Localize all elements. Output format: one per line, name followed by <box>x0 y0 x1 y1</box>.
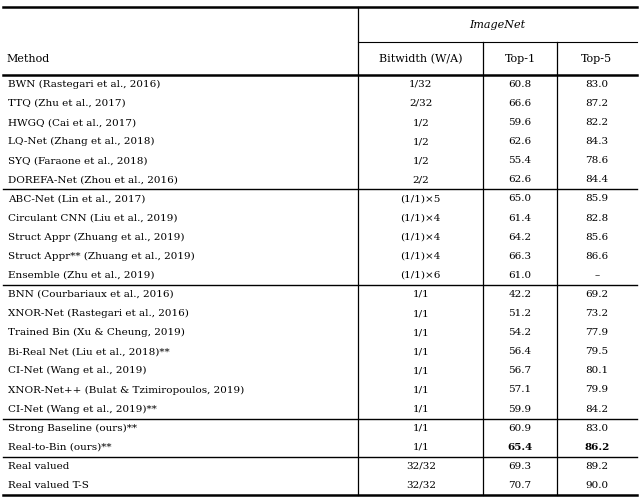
Text: (1/1)×4: (1/1)×4 <box>401 233 441 242</box>
Text: 84.2: 84.2 <box>585 405 609 414</box>
Text: 82.2: 82.2 <box>585 118 609 127</box>
Text: 51.2: 51.2 <box>508 309 532 318</box>
Text: 85.9: 85.9 <box>585 195 609 204</box>
Text: 79.5: 79.5 <box>585 347 609 356</box>
Text: 80.1: 80.1 <box>585 366 609 375</box>
Text: 86.6: 86.6 <box>585 252 609 261</box>
Text: 59.9: 59.9 <box>508 405 532 414</box>
Text: 78.6: 78.6 <box>585 156 609 165</box>
Text: 1/1: 1/1 <box>412 309 429 318</box>
Text: LQ-Net (Zhang et al., 2018): LQ-Net (Zhang et al., 2018) <box>8 137 155 146</box>
Text: Real valued T-S: Real valued T-S <box>8 481 89 490</box>
Text: XNOR-Net (Rastegari et al., 2016): XNOR-Net (Rastegari et al., 2016) <box>8 309 189 318</box>
Text: ImageNet: ImageNet <box>470 20 525 30</box>
Text: Strong Baseline (ours)**: Strong Baseline (ours)** <box>8 424 138 433</box>
Text: 1/1: 1/1 <box>412 328 429 337</box>
Text: 64.2: 64.2 <box>508 233 532 242</box>
Text: 56.7: 56.7 <box>508 366 532 375</box>
Text: 62.6: 62.6 <box>508 175 532 185</box>
Text: 65.4: 65.4 <box>508 443 532 452</box>
Text: 1/1: 1/1 <box>412 385 429 395</box>
Text: 86.2: 86.2 <box>584 443 609 452</box>
Text: 60.8: 60.8 <box>508 80 532 89</box>
Text: 56.4: 56.4 <box>508 347 532 356</box>
Text: Real valued: Real valued <box>8 462 70 471</box>
Text: 84.4: 84.4 <box>585 175 609 185</box>
Text: Bi-Real Net (Liu et al., 2018)**: Bi-Real Net (Liu et al., 2018)** <box>8 347 170 356</box>
Text: 60.9: 60.9 <box>508 424 532 433</box>
Text: 32/32: 32/32 <box>406 462 436 471</box>
Text: 59.6: 59.6 <box>508 118 532 127</box>
Text: 70.7: 70.7 <box>508 481 532 490</box>
Text: (1/1)×4: (1/1)×4 <box>401 214 441 223</box>
Text: Struct Appr** (Zhuang et al., 2019): Struct Appr** (Zhuang et al., 2019) <box>8 251 195 261</box>
Text: 82.8: 82.8 <box>585 214 609 223</box>
Text: 1/1: 1/1 <box>412 366 429 375</box>
Text: BNN (Courbariaux et al., 2016): BNN (Courbariaux et al., 2016) <box>8 290 174 299</box>
Text: (1/1)×4: (1/1)×4 <box>401 252 441 261</box>
Text: 65.0: 65.0 <box>508 195 532 204</box>
Text: DOREFA-Net (Zhou et al., 2016): DOREFA-Net (Zhou et al., 2016) <box>8 175 178 185</box>
Text: Ensemble (Zhu et al., 2019): Ensemble (Zhu et al., 2019) <box>8 271 155 280</box>
Text: 1/1: 1/1 <box>412 443 429 452</box>
Text: SYQ (Faraone et al., 2018): SYQ (Faraone et al., 2018) <box>8 156 148 165</box>
Text: 87.2: 87.2 <box>585 99 609 108</box>
Text: TTQ (Zhu et al., 2017): TTQ (Zhu et al., 2017) <box>8 99 126 108</box>
Text: 84.3: 84.3 <box>585 137 609 146</box>
Text: Method: Method <box>6 53 50 64</box>
Text: Bitwidth (W/A): Bitwidth (W/A) <box>379 53 463 64</box>
Text: 83.0: 83.0 <box>585 424 609 433</box>
Text: (1/1)×6: (1/1)×6 <box>401 271 441 280</box>
Text: Top-5: Top-5 <box>581 53 612 64</box>
Text: 89.2: 89.2 <box>585 462 609 471</box>
Text: CI-Net (Wang et al., 2019)**: CI-Net (Wang et al., 2019)** <box>8 405 157 414</box>
Text: 66.6: 66.6 <box>508 99 532 108</box>
Text: 79.9: 79.9 <box>585 385 609 395</box>
Text: BWN (Rastegari et al., 2016): BWN (Rastegari et al., 2016) <box>8 80 161 89</box>
Text: –: – <box>594 271 600 280</box>
Text: 69.2: 69.2 <box>585 290 609 299</box>
Text: 1/2: 1/2 <box>412 137 429 146</box>
Text: 61.4: 61.4 <box>508 214 532 223</box>
Text: Top-1: Top-1 <box>504 53 536 64</box>
Text: (1/1)×5: (1/1)×5 <box>401 195 441 204</box>
Text: ABC-Net (Lin et al., 2017): ABC-Net (Lin et al., 2017) <box>8 195 146 204</box>
Text: 77.9: 77.9 <box>585 328 609 337</box>
Text: 69.3: 69.3 <box>508 462 532 471</box>
Text: 2/32: 2/32 <box>409 99 433 108</box>
Text: Real-to-Bin (ours)**: Real-to-Bin (ours)** <box>8 443 112 452</box>
Text: 1/1: 1/1 <box>412 405 429 414</box>
Text: 1/1: 1/1 <box>412 290 429 299</box>
Text: Trained Bin (Xu & Cheung, 2019): Trained Bin (Xu & Cheung, 2019) <box>8 328 185 337</box>
Text: Circulant CNN (Liu et al., 2019): Circulant CNN (Liu et al., 2019) <box>8 214 178 223</box>
Text: 1/2: 1/2 <box>412 156 429 165</box>
Text: 62.6: 62.6 <box>508 137 532 146</box>
Text: CI-Net (Wang et al., 2019): CI-Net (Wang et al., 2019) <box>8 366 147 375</box>
Text: 61.0: 61.0 <box>508 271 532 280</box>
Text: XNOR-Net++ (Bulat & Tzimiropoulos, 2019): XNOR-Net++ (Bulat & Tzimiropoulos, 2019) <box>8 385 244 395</box>
Text: 83.0: 83.0 <box>585 80 609 89</box>
Text: 1/1: 1/1 <box>412 424 429 433</box>
Text: 54.2: 54.2 <box>508 328 532 337</box>
Text: 66.3: 66.3 <box>508 252 532 261</box>
Text: 55.4: 55.4 <box>508 156 532 165</box>
Text: 1/32: 1/32 <box>409 80 433 89</box>
Text: 90.0: 90.0 <box>585 481 609 490</box>
Text: 2/2: 2/2 <box>412 175 429 185</box>
Text: 85.6: 85.6 <box>585 233 609 242</box>
Text: 73.2: 73.2 <box>585 309 609 318</box>
Text: 57.1: 57.1 <box>508 385 532 395</box>
Text: HWGQ (Cai et al., 2017): HWGQ (Cai et al., 2017) <box>8 118 136 127</box>
Text: 32/32: 32/32 <box>406 481 436 490</box>
Text: Struct Appr (Zhuang et al., 2019): Struct Appr (Zhuang et al., 2019) <box>8 233 185 242</box>
Text: 1/1: 1/1 <box>412 347 429 356</box>
Text: 1/2: 1/2 <box>412 118 429 127</box>
Text: 42.2: 42.2 <box>508 290 532 299</box>
